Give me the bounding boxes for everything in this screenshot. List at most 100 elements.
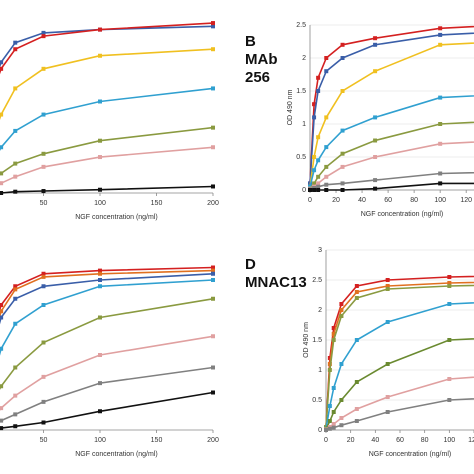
data-point	[327, 404, 332, 408]
x-axis-label: NGF concentration (ng/ml)	[75, 451, 157, 458]
data-point	[98, 27, 102, 32]
data-point	[324, 56, 329, 60]
data-point	[41, 189, 46, 194]
data-point	[354, 407, 359, 411]
data-point	[0, 426, 4, 431]
data-point	[211, 268, 215, 273]
data-point	[312, 181, 317, 186]
data-point	[327, 419, 332, 423]
data-point	[0, 181, 4, 186]
data-point	[41, 164, 46, 169]
data-point	[98, 155, 102, 160]
panel-label: B	[245, 33, 256, 50]
data-point	[438, 181, 443, 186]
data-point	[98, 284, 102, 289]
data-point	[324, 182, 329, 187]
data-point	[41, 151, 46, 156]
data-point	[331, 386, 336, 390]
y-tick-label: 1.5	[296, 88, 306, 95]
data-point	[339, 302, 344, 306]
data-point	[324, 428, 328, 432]
data-point	[316, 158, 321, 163]
data-point	[324, 188, 329, 192]
x-tick-label: 150	[151, 200, 163, 207]
data-point	[354, 284, 359, 288]
plot-area	[324, 275, 474, 432]
data-point	[373, 186, 378, 191]
x-tick-label: 100	[94, 437, 106, 444]
data-point	[0, 384, 4, 389]
y-tick-label: 0	[302, 187, 306, 194]
data-point	[98, 315, 102, 320]
panel-subtitle: MAb	[245, 51, 278, 68]
data-point	[316, 184, 321, 189]
data-point	[324, 69, 329, 74]
series-line	[0, 273, 214, 325]
x-tick-label: 20	[332, 197, 340, 204]
x-tick-label: 150	[151, 437, 163, 444]
x-tick-label: 40	[358, 197, 366, 204]
data-point	[331, 410, 336, 414]
series-line	[0, 366, 214, 422]
data-point	[339, 362, 344, 366]
x-axis-label: NGF concentration (ng/ml)	[75, 214, 157, 221]
data-point	[41, 271, 46, 276]
data-point	[385, 284, 390, 288]
series-line	[309, 25, 474, 184]
data-point	[312, 155, 317, 159]
data-point	[211, 271, 215, 276]
data-point	[331, 332, 336, 336]
data-point	[41, 112, 46, 117]
data-point	[316, 188, 321, 192]
y-tick-label: 3	[318, 247, 322, 254]
data-point	[373, 115, 378, 120]
series-line	[0, 22, 214, 75]
y-tick-label: 2	[318, 307, 322, 314]
data-point	[211, 145, 215, 150]
data-point	[13, 86, 18, 91]
x-tick-label: 0	[308, 197, 312, 204]
data-point	[316, 89, 321, 93]
x-tick-label: 120	[460, 197, 472, 204]
data-point	[41, 34, 46, 39]
data-point	[13, 47, 18, 52]
data-point	[354, 419, 359, 423]
data-point	[13, 40, 18, 45]
series-line	[309, 141, 474, 190]
data-point	[41, 340, 46, 345]
data-point	[354, 380, 359, 384]
data-point	[13, 287, 18, 292]
data-point	[0, 60, 4, 65]
data-point	[447, 398, 452, 402]
x-tick-label: 200	[207, 200, 219, 207]
data-point	[308, 188, 312, 192]
data-point	[41, 303, 46, 307]
data-point	[385, 278, 390, 282]
data-point	[0, 406, 4, 411]
series-line	[309, 42, 474, 187]
data-point	[211, 184, 215, 189]
series-line	[309, 171, 474, 191]
data-point	[98, 409, 102, 414]
data-point	[98, 381, 102, 386]
x-tick-label: 40	[371, 437, 379, 444]
data-point	[211, 390, 215, 395]
x-tick-label: 80	[421, 437, 429, 444]
series-line	[309, 32, 474, 184]
data-point	[13, 412, 18, 417]
data-point	[13, 284, 18, 289]
y-axis-label: OD 490 nm	[303, 322, 310, 358]
data-point	[13, 424, 18, 429]
x-tick-label: 120	[468, 437, 474, 444]
series-line	[0, 266, 214, 312]
data-point	[211, 47, 215, 52]
data-point	[447, 281, 452, 285]
panel-subtitle: MNAC13	[245, 274, 307, 291]
x-tick-label: 50	[40, 200, 48, 207]
data-point	[373, 69, 378, 74]
data-point	[98, 271, 102, 276]
y-axis-label: OD 490 nm	[287, 89, 294, 125]
data-point	[211, 125, 215, 130]
data-point	[385, 410, 390, 414]
